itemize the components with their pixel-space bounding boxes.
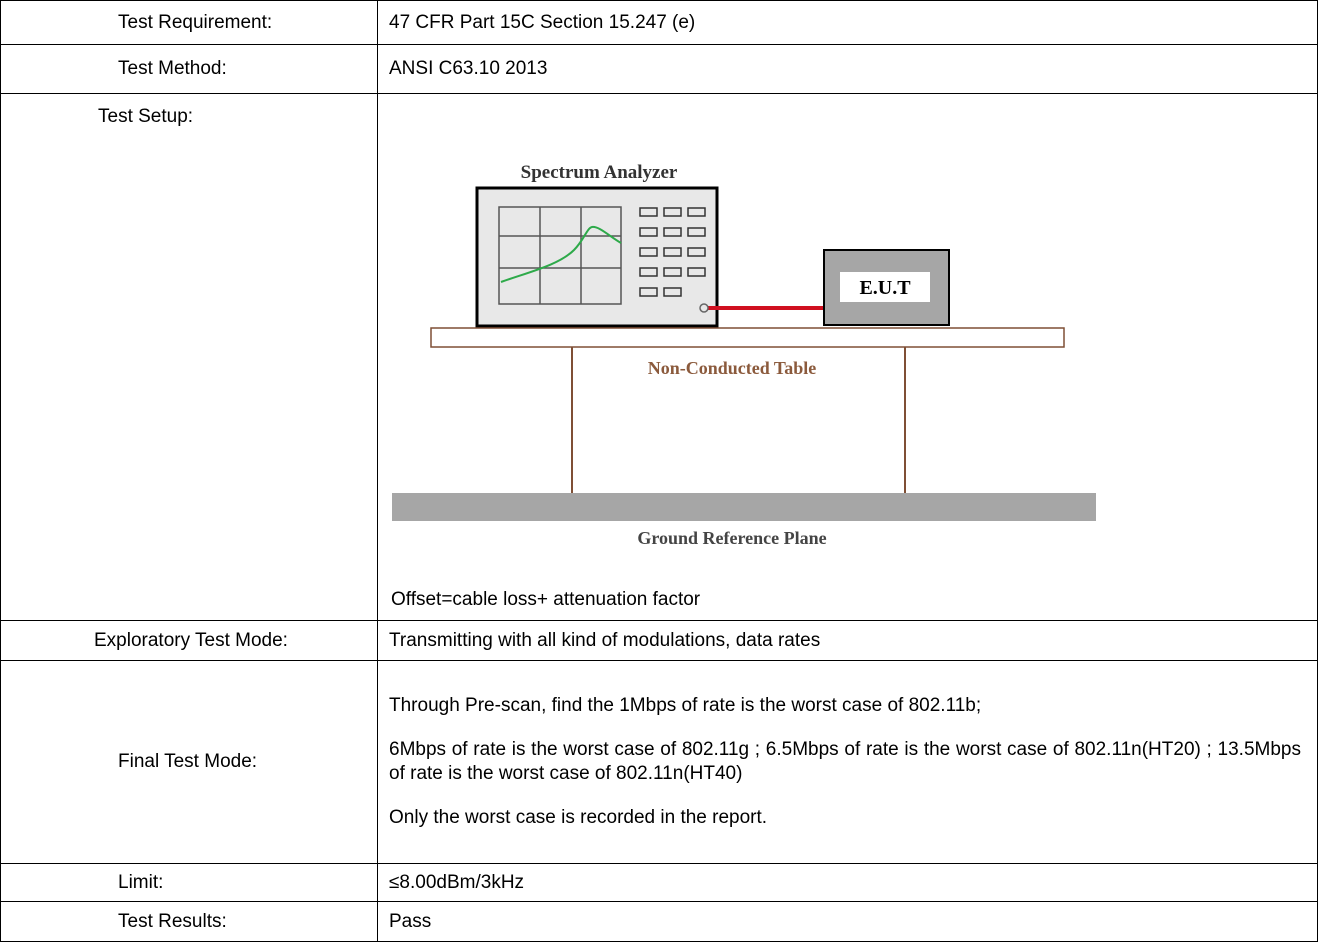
analyzer-label: Spectrum Analyzer (521, 162, 678, 183)
label: Test Requirement: (0, 0, 378, 45)
value: ≤8.00dBm/3kHz (377, 863, 1318, 902)
label: Limit: (0, 863, 378, 902)
ground-plane (392, 493, 1096, 521)
eut-label-bg (840, 272, 930, 302)
label: Test Results: (0, 901, 378, 942)
analyzer-screen (498, 206, 622, 305)
row: Test Method: ANSI C63.10 2013 (0, 44, 1318, 94)
setup-note: Offset=cable loss+ attenuation factor (391, 589, 701, 610)
connector (699, 303, 709, 313)
row: Exploratory Test Mode: Transmitting with… (0, 620, 1318, 661)
row: Test Requirement: 47 CFR Part 15C Sectio… (0, 0, 1318, 45)
paragraph: 6Mbps of rate is the worst case of 802.1… (389, 739, 1301, 784)
setup-diagram: Spectrum Analyzer (391, 162, 1096, 610)
label: Test Setup: (0, 93, 378, 621)
row: Test Setup: Spectrum Analyzer (0, 93, 1318, 621)
value: Through Pre-scan, find the 1Mbps of rate… (377, 660, 1318, 864)
row: Limit: ≤8.00dBm/3kHz (0, 863, 1318, 902)
setup-cell: Spectrum Analyzer (377, 93, 1318, 621)
trace (500, 225, 622, 283)
row: Final Test Mode: Through Pre-scan, find … (0, 660, 1318, 864)
value: Pass (377, 901, 1318, 942)
table-label: Non-Conducted Table (648, 358, 817, 378)
value: 47 CFR Part 15C Section 15.247 (e) (377, 0, 1318, 45)
row: Test Results: Pass (0, 901, 1318, 942)
table-top (430, 327, 1065, 348)
value: ANSI C63.10 2013 (377, 44, 1318, 94)
label: Exploratory Test Mode: (0, 620, 378, 661)
eut-label: E.U.T (859, 277, 911, 299)
value: Transmitting with all kind of modulation… (377, 620, 1318, 661)
buttons (639, 207, 706, 297)
paragraph: Through Pre-scan, find the 1Mbps of rate… (389, 695, 982, 716)
label: Test Method: (0, 44, 378, 94)
ground-label: Ground Reference Plane (637, 528, 826, 548)
paragraph: Only the worst case is recorded in the r… (389, 807, 768, 828)
label: Final Test Mode: (0, 660, 378, 864)
